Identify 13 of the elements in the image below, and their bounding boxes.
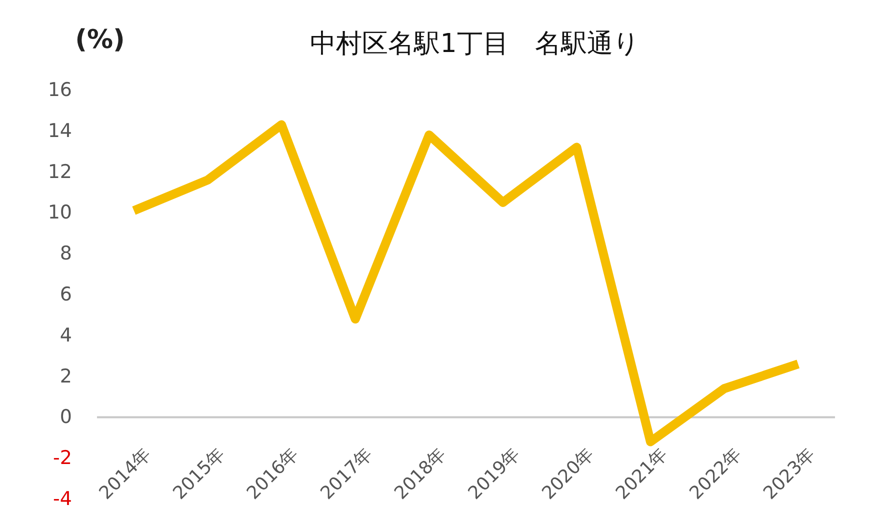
y-tick-label: 8 xyxy=(60,242,72,265)
y-tick-label: 10 xyxy=(48,202,72,224)
y-tick-label: 14 xyxy=(48,120,72,142)
y-axis-title: (%) xyxy=(75,25,125,55)
y-tick-label: 0 xyxy=(60,406,72,428)
y-tick-label: 2 xyxy=(60,365,72,388)
y-tick-label: 16 xyxy=(48,79,72,101)
y-tick-label: 12 xyxy=(48,160,72,183)
y-tick-label: 6 xyxy=(60,284,72,306)
chart-title: 中村区名駅1丁目 名駅通り xyxy=(310,29,640,59)
y-tick-label: -2 xyxy=(53,447,72,470)
y-tick-label: -4 xyxy=(53,488,72,510)
y-tick-label: 4 xyxy=(60,324,72,346)
